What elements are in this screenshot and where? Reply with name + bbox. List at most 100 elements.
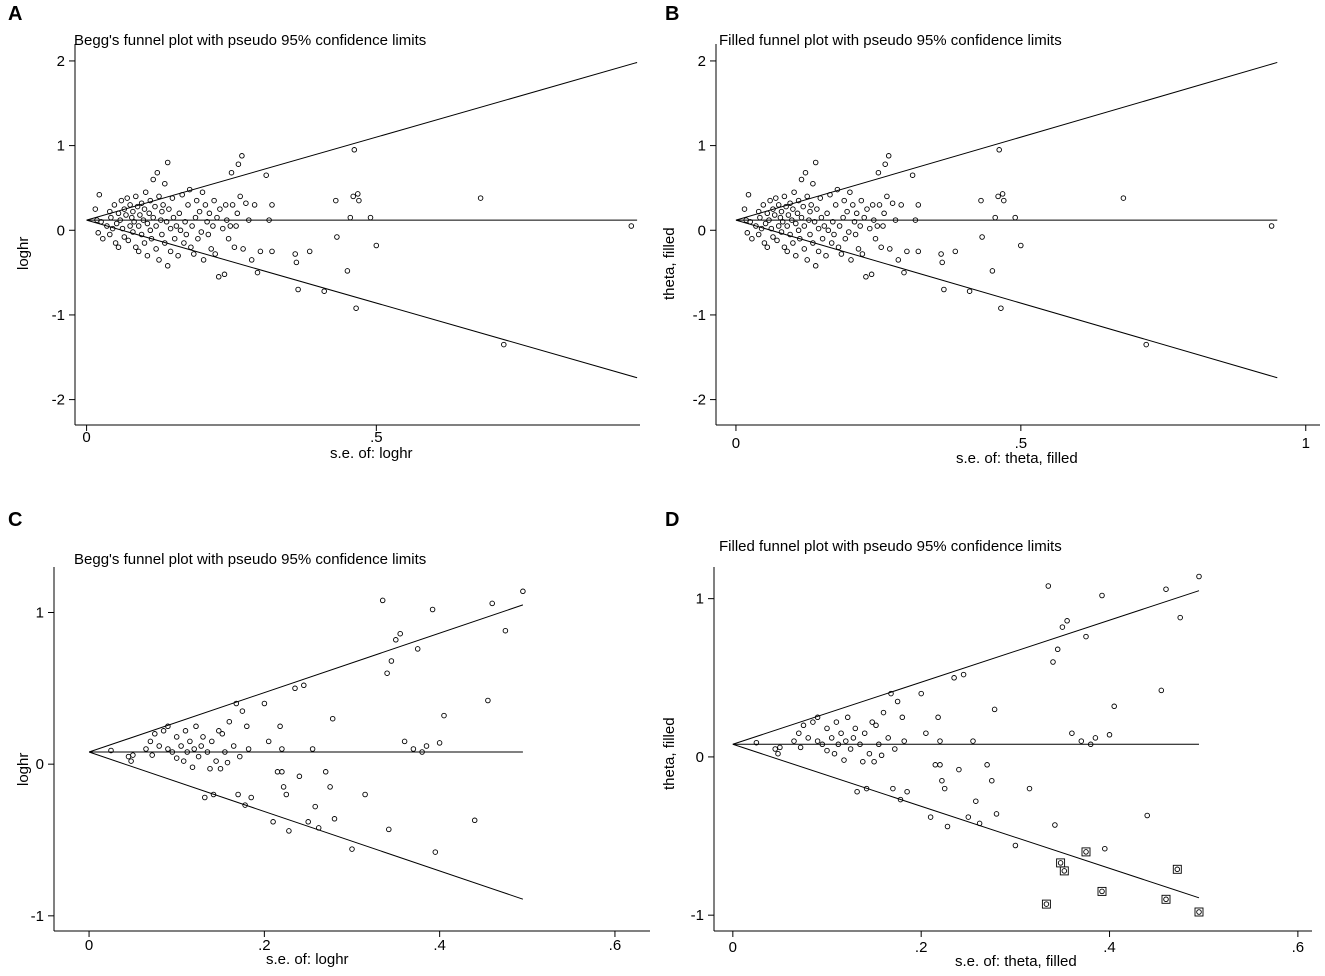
study-point (92, 206, 99, 212)
study-point (111, 202, 118, 208)
filled-study-square (1161, 894, 1171, 904)
study-point (798, 176, 805, 183)
study-point (333, 197, 339, 204)
study-point (853, 210, 860, 217)
study-point (960, 671, 967, 678)
study-point (993, 811, 1000, 817)
study-point (795, 197, 802, 204)
study-point (770, 234, 776, 240)
study-point (235, 791, 241, 798)
study-point (869, 202, 876, 208)
study-point (169, 195, 176, 201)
study-point (885, 153, 892, 159)
study-point (804, 257, 810, 263)
study-point (327, 784, 333, 790)
study-point (192, 214, 199, 221)
study-point (768, 225, 775, 232)
panel-c: C Begg's funnel plot with pseudo 95% con… (0, 488, 663, 976)
study-point (356, 197, 362, 204)
x-tick-label: .2 (258, 937, 271, 954)
study-point (373, 242, 380, 249)
study-point (970, 738, 976, 744)
x-tick-label: .5 (1015, 435, 1028, 452)
study-point (216, 728, 222, 734)
study-point (191, 251, 197, 257)
study-point (857, 741, 863, 748)
study-point (248, 794, 254, 801)
study-point (429, 606, 436, 613)
study-point (121, 206, 128, 212)
filled-study-square (1097, 886, 1107, 896)
study-point (847, 189, 853, 195)
study-point (744, 230, 751, 236)
study-point (935, 714, 941, 721)
study-point (159, 208, 165, 215)
study-point (158, 217, 164, 223)
study-point (137, 212, 143, 218)
y-tick-label: 1 (36, 605, 44, 622)
filled-study-point (1057, 860, 1064, 866)
study-point (966, 288, 973, 294)
study-point (1059, 624, 1066, 630)
study-point (235, 161, 242, 167)
filled-study-point (1163, 896, 1169, 903)
study-point (800, 722, 807, 729)
y-tick-label: 0 (698, 222, 706, 239)
study-point (830, 219, 836, 225)
study-point (248, 257, 255, 263)
study-point (878, 244, 884, 250)
study-point (1163, 586, 1169, 592)
study-point (937, 738, 943, 744)
panel-letter-d: D (665, 509, 680, 531)
lower-confidence-limit (735, 219, 1278, 379)
study-point (764, 244, 771, 250)
study-point (286, 828, 292, 834)
study-point (892, 217, 899, 223)
study-point (186, 186, 193, 193)
study-point (895, 257, 902, 263)
x-tick-label: 0 (732, 435, 740, 452)
study-point (770, 206, 776, 212)
study-point (939, 259, 945, 266)
study-point (239, 708, 246, 714)
panel-b: B Filled funnel plot with pseudo 95% con… (661, 0, 1325, 488)
study-point (229, 202, 236, 208)
study-point (266, 217, 272, 223)
filled-study-square (1056, 858, 1066, 868)
study-point (884, 193, 890, 200)
study-point (277, 723, 283, 730)
study-point (1001, 197, 1007, 204)
study-point (778, 229, 785, 235)
study-point (1102, 845, 1108, 852)
study-point (766, 217, 772, 223)
study-point (927, 814, 934, 820)
study-point (162, 240, 168, 246)
y-tick-label: -1 (693, 307, 706, 324)
study-point (797, 744, 804, 751)
study-point (414, 646, 421, 652)
y-tick-label: -2 (693, 392, 706, 409)
study-point (222, 202, 229, 208)
study-point (135, 248, 142, 255)
study-point (825, 227, 832, 234)
study-point (146, 210, 152, 217)
study-point (107, 231, 113, 238)
study-point (836, 223, 843, 229)
study-point (834, 186, 841, 193)
study-point (156, 743, 162, 749)
study-point (485, 697, 491, 704)
study-point (872, 235, 879, 242)
study-point (795, 227, 802, 234)
study-point (1012, 842, 1019, 849)
study-point (871, 758, 877, 765)
study-point (1078, 738, 1085, 744)
study-point (996, 147, 1002, 153)
study-point (1196, 573, 1202, 580)
study-point (835, 741, 842, 748)
study-point (156, 257, 162, 263)
study-point (147, 227, 154, 234)
study-point (889, 200, 896, 206)
study-point (823, 252, 829, 259)
study-point (894, 698, 901, 705)
study-point (807, 208, 813, 215)
